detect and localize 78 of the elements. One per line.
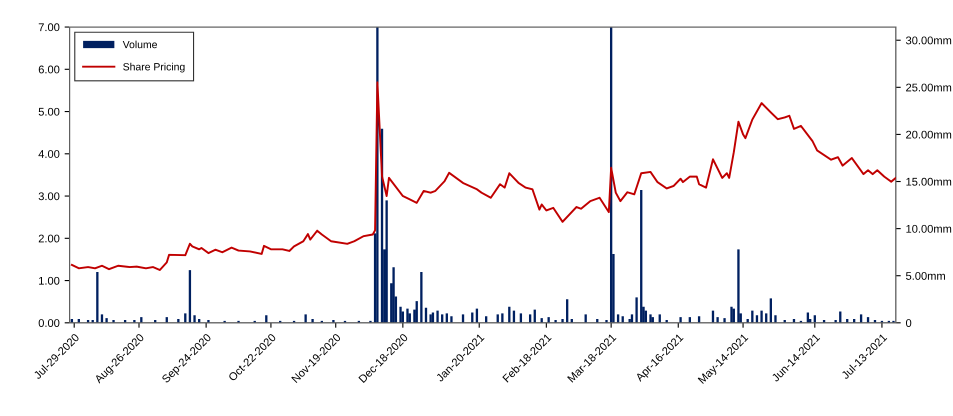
y2-tick-label: 25.00mm <box>906 84 952 92</box>
bar <box>70 319 74 323</box>
y2-tick-label: 15.00mm <box>906 178 952 186</box>
bar <box>834 320 837 323</box>
bar <box>596 319 598 323</box>
y2-tick-label: 5.00mm <box>906 272 945 280</box>
bar <box>92 320 94 323</box>
bar <box>520 313 522 323</box>
bar <box>446 313 448 323</box>
bar <box>765 313 768 323</box>
bar <box>814 315 816 323</box>
bar <box>635 297 638 323</box>
y-tick-label: 2.00 <box>38 234 60 242</box>
bar <box>501 313 504 323</box>
bar <box>584 314 587 323</box>
bar <box>304 314 307 323</box>
y2-tick-label: 30.00mm <box>906 36 952 44</box>
bar <box>658 314 661 323</box>
bar <box>688 317 691 323</box>
bar <box>78 319 80 323</box>
bar <box>644 310 648 323</box>
legend-label: Share Pricing <box>123 62 185 72</box>
bar <box>640 190 642 323</box>
bar <box>528 314 532 323</box>
bar <box>570 319 573 323</box>
bar <box>485 316 488 323</box>
y-tick-label: 6.00 <box>38 66 60 74</box>
line-series <box>70 81 896 271</box>
bar <box>508 306 510 323</box>
bar <box>622 316 624 323</box>
bar <box>154 320 156 323</box>
bar <box>166 317 168 323</box>
bar <box>177 319 180 323</box>
bar <box>666 320 668 323</box>
bar <box>385 200 388 323</box>
bar <box>839 312 842 323</box>
bar <box>105 318 108 323</box>
y-tick-label: 3.00 <box>38 192 60 200</box>
bar <box>554 320 557 323</box>
bar <box>784 320 786 323</box>
y2-tick-label: 20.00mm <box>906 130 952 139</box>
y2-tick-label: 0 <box>906 319 912 327</box>
bar <box>96 272 98 323</box>
y-tick-label: 4.00 <box>38 150 60 158</box>
bar <box>140 317 142 323</box>
bar <box>846 319 848 323</box>
bar <box>770 298 772 323</box>
bar <box>853 319 856 323</box>
y-tick-label: 1.00 <box>39 276 60 285</box>
bar <box>698 316 700 323</box>
y-tick-label: 0.00 <box>38 319 60 327</box>
bar <box>441 314 444 323</box>
bar <box>534 310 536 323</box>
y-tick-label: 5.00 <box>38 108 60 116</box>
bar <box>540 318 543 323</box>
bar <box>265 315 268 323</box>
y-tick-label: 7.00 <box>38 23 60 32</box>
bar <box>860 314 862 323</box>
bar <box>806 312 810 323</box>
bar <box>184 313 186 323</box>
bar <box>732 308 735 323</box>
bar <box>751 310 754 323</box>
bar <box>420 272 423 323</box>
bar <box>548 317 550 323</box>
bar <box>496 314 499 323</box>
bar <box>124 320 126 323</box>
y2-tick-label: 10.00mm <box>906 224 952 233</box>
legend-label: Volume <box>122 40 157 48</box>
bar <box>133 320 136 323</box>
bar <box>416 301 418 323</box>
bar <box>652 317 654 323</box>
bar <box>746 319 749 323</box>
bar <box>566 299 568 323</box>
bar <box>610 27 612 323</box>
bar <box>471 312 474 323</box>
bar <box>716 317 719 323</box>
bar <box>198 319 200 323</box>
bar <box>429 314 432 323</box>
